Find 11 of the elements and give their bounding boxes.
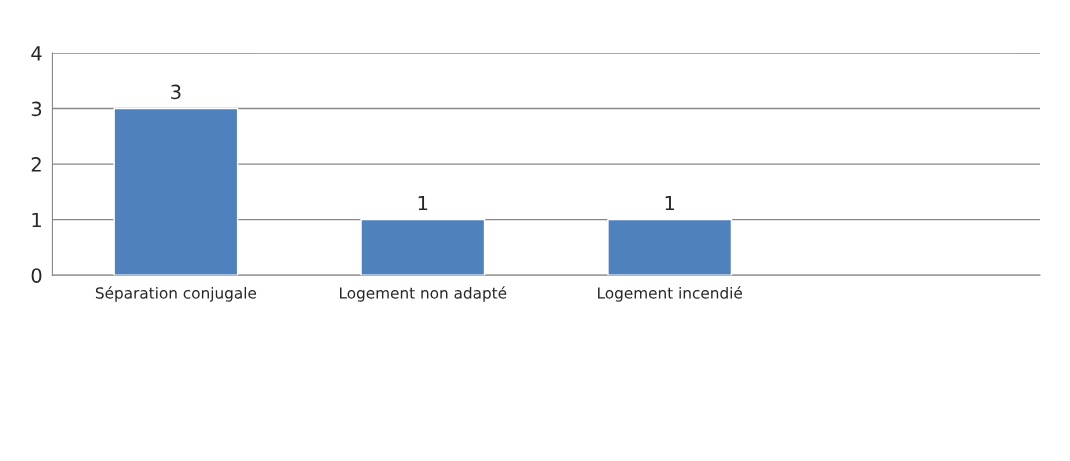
x-tick-label: Séparation conjugale <box>95 286 257 302</box>
y-tick-label: 1 <box>32 212 41 228</box>
data-label: 3 <box>171 84 181 100</box>
data-label: 1 <box>665 195 675 211</box>
data-label: 1 <box>418 195 428 211</box>
y-tick-label: 3 <box>31 101 42 117</box>
y-tick-label: 4 <box>31 46 42 61</box>
y-tick-label: 2 <box>31 157 41 172</box>
x-tick-label: Logement non adapté <box>339 286 507 302</box>
x-tick-label: Logement incendié <box>598 286 742 302</box>
y-tick-label: 0 <box>31 268 42 283</box>
